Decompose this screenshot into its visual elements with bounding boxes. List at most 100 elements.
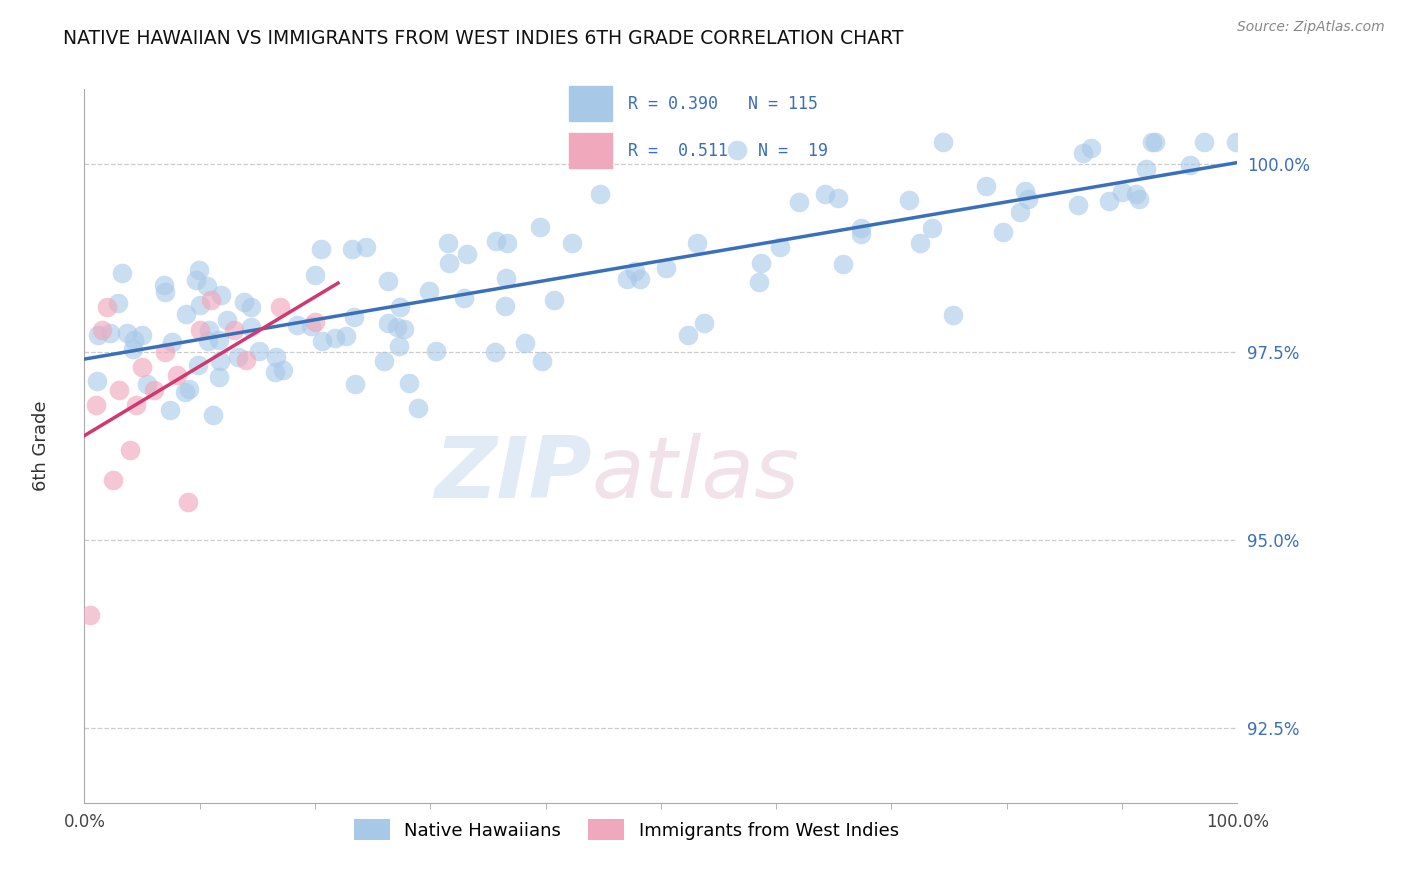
Point bbox=[285, 318, 308, 333]
Point bbox=[942, 308, 965, 322]
Point bbox=[177, 382, 200, 396]
Point bbox=[264, 365, 287, 379]
Point bbox=[86, 374, 108, 388]
Text: NATIVE HAWAIIAN VS IMMIGRANTS FROM WEST INDIES 6TH GRADE CORRELATION CHART: NATIVE HAWAIIAN VS IMMIGRANTS FROM WEST … bbox=[63, 29, 904, 47]
Point bbox=[453, 291, 475, 305]
Point bbox=[827, 191, 849, 205]
Point bbox=[226, 350, 249, 364]
Point bbox=[543, 293, 565, 308]
Point bbox=[247, 344, 270, 359]
Point bbox=[304, 268, 326, 283]
Point bbox=[1014, 184, 1036, 198]
Point bbox=[678, 328, 700, 343]
Point bbox=[425, 343, 447, 358]
Point bbox=[184, 273, 207, 287]
Point bbox=[693, 316, 716, 330]
Point bbox=[484, 345, 506, 359]
Point bbox=[725, 144, 748, 158]
Point bbox=[616, 272, 638, 286]
Point bbox=[495, 236, 517, 251]
Point bbox=[389, 300, 412, 314]
Point bbox=[354, 239, 377, 253]
Point bbox=[1140, 135, 1163, 149]
Point bbox=[197, 323, 219, 337]
Point bbox=[1135, 161, 1157, 176]
Point bbox=[239, 301, 262, 315]
Point bbox=[342, 242, 364, 256]
Point bbox=[90, 322, 112, 336]
Point bbox=[232, 294, 254, 309]
Text: 6th Grade: 6th Grade bbox=[31, 401, 49, 491]
Point bbox=[201, 409, 224, 423]
Point bbox=[188, 322, 211, 336]
Point bbox=[1192, 135, 1215, 149]
Point bbox=[174, 384, 197, 399]
Point bbox=[1098, 194, 1121, 208]
Point bbox=[377, 316, 399, 330]
Point bbox=[209, 354, 232, 368]
Point bbox=[495, 270, 517, 285]
Point bbox=[188, 298, 211, 312]
Point bbox=[373, 353, 395, 368]
Point bbox=[456, 247, 478, 261]
Point bbox=[1111, 186, 1133, 200]
Point bbox=[974, 179, 997, 194]
Point bbox=[142, 383, 165, 397]
Point bbox=[299, 319, 322, 334]
Point bbox=[335, 328, 357, 343]
Point bbox=[107, 296, 129, 310]
Point bbox=[209, 288, 232, 302]
Point bbox=[377, 274, 399, 288]
Point bbox=[159, 402, 181, 417]
Bar bbox=[568, 133, 612, 168]
Point bbox=[485, 235, 508, 249]
Point bbox=[561, 235, 583, 250]
Point bbox=[1178, 158, 1201, 172]
Point bbox=[1071, 146, 1094, 161]
Point bbox=[388, 339, 411, 353]
Point bbox=[849, 227, 872, 242]
Point bbox=[195, 278, 218, 293]
Point bbox=[197, 334, 219, 348]
Point bbox=[654, 261, 676, 276]
Point bbox=[131, 327, 153, 342]
Point bbox=[131, 360, 153, 375]
Point bbox=[1225, 135, 1247, 149]
Point bbox=[898, 193, 921, 207]
Point bbox=[406, 401, 429, 416]
Point bbox=[153, 285, 176, 299]
Point bbox=[208, 370, 231, 384]
Text: Source: ZipAtlas.com: Source: ZipAtlas.com bbox=[1237, 20, 1385, 34]
Point bbox=[787, 195, 810, 210]
Point bbox=[1080, 141, 1102, 155]
Point bbox=[749, 255, 772, 269]
Point bbox=[304, 315, 326, 329]
Point bbox=[264, 350, 287, 364]
Point bbox=[166, 368, 188, 382]
Point bbox=[436, 235, 458, 250]
Point bbox=[993, 225, 1015, 239]
Point bbox=[153, 345, 176, 359]
Text: atlas: atlas bbox=[592, 433, 800, 516]
Point bbox=[325, 331, 347, 345]
Point bbox=[1125, 187, 1147, 202]
Point bbox=[343, 310, 366, 324]
Point bbox=[628, 272, 651, 286]
Point bbox=[208, 333, 231, 347]
Point bbox=[1066, 198, 1088, 212]
Point bbox=[122, 333, 145, 347]
Point bbox=[239, 320, 262, 334]
Point bbox=[686, 235, 709, 250]
Point bbox=[1128, 192, 1150, 206]
Point bbox=[200, 293, 222, 307]
Point bbox=[851, 221, 873, 235]
Point bbox=[224, 322, 246, 336]
Point bbox=[1017, 192, 1039, 206]
Point bbox=[115, 326, 138, 340]
Point bbox=[87, 328, 110, 343]
Point bbox=[418, 284, 440, 298]
Point bbox=[271, 363, 294, 377]
Point bbox=[398, 376, 420, 391]
Point bbox=[84, 398, 107, 412]
Point bbox=[309, 242, 332, 256]
